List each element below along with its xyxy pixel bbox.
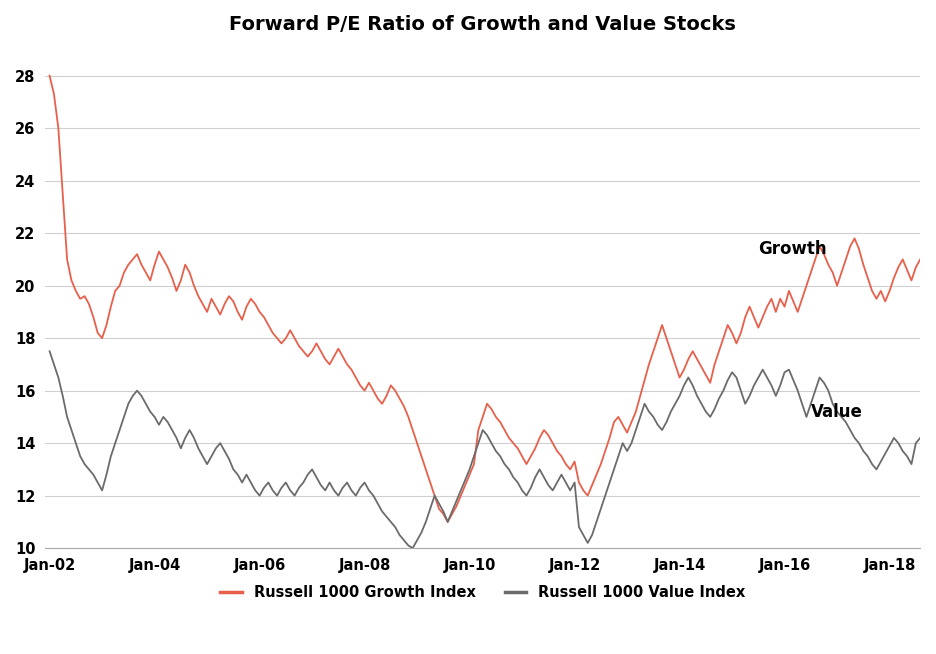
Legend: Russell 1000 Growth Index, Russell 1000 Value Index: Russell 1000 Growth Index, Russell 1000 … bbox=[214, 579, 752, 606]
Title: Forward P/E Ratio of Growth and Value Stocks: Forward P/E Ratio of Growth and Value St… bbox=[229, 15, 736, 34]
Text: Value: Value bbox=[811, 403, 863, 421]
Text: Growth: Growth bbox=[758, 240, 826, 258]
